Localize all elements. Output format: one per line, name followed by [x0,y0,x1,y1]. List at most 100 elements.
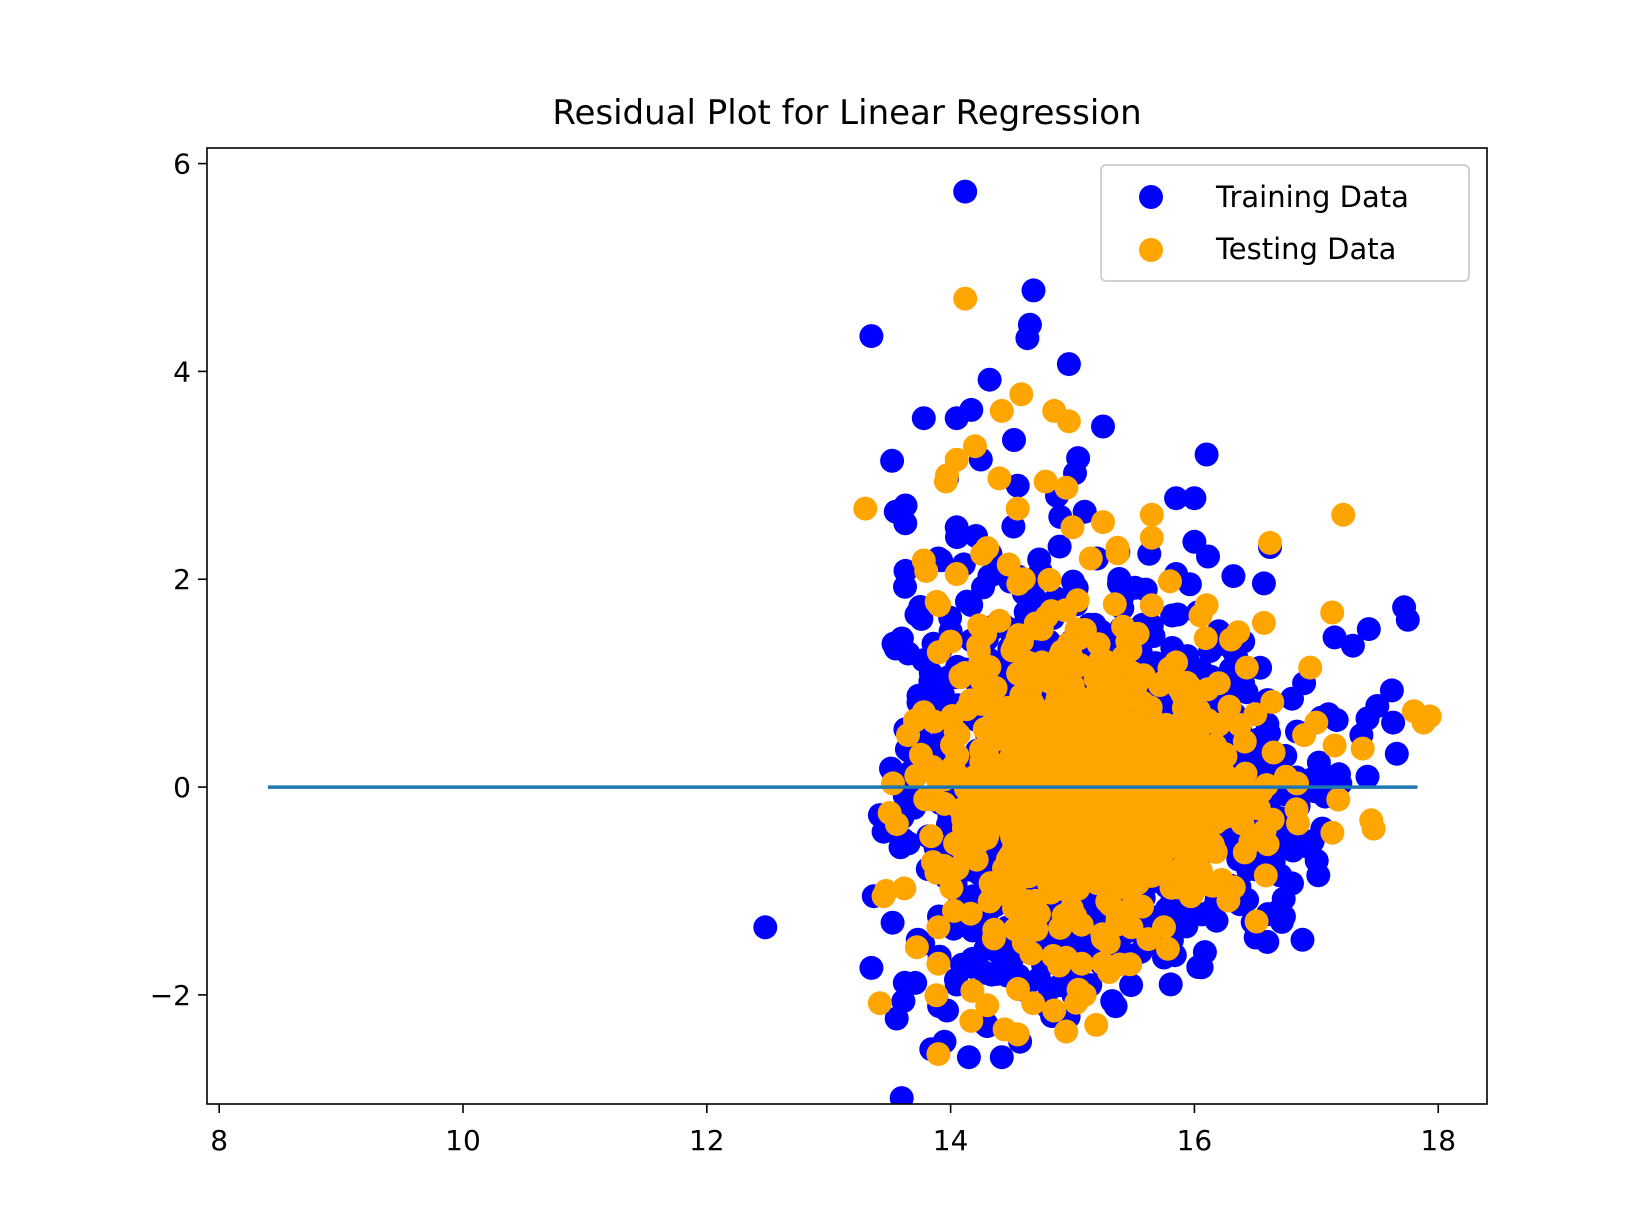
training-data-point [914,681,939,706]
testing-data-point [1350,736,1375,761]
cloud-point [1048,643,1073,668]
cloud-point [932,791,957,816]
testing-data-point [1322,733,1347,758]
cloud-point [1048,662,1073,687]
testing-data-point [981,879,1006,903]
cloud-point [1174,914,1199,939]
cloud-point [1304,848,1329,873]
cloud-point [1119,915,1144,940]
testing-data-point [1009,382,1034,407]
cloud-point [1021,991,1046,1016]
testing-data-point [1060,515,1085,540]
cloud-point [1255,929,1280,954]
legend-marker-testing [1139,238,1163,262]
testing-data-point [1234,655,1259,680]
cloud-point [969,737,994,762]
testing-data-point [867,991,892,1016]
y-tick-label: 2 [173,563,191,596]
testing-data-point [853,496,878,521]
cloud-point [1006,977,1030,1001]
cloud-point [1090,926,1115,951]
cloud-point [1084,1012,1109,1037]
training-data-point [893,493,918,518]
testing-data-point [1139,502,1164,527]
cloud-point [1200,832,1225,857]
testing-data-point [1097,960,1122,984]
testing-data-point [1326,787,1351,812]
x-tick-label: 18 [1420,1124,1456,1157]
cloud-point [1260,690,1285,714]
testing-data-point [1212,743,1237,768]
testing-data-point [1243,702,1268,727]
cloud-point [1192,940,1217,965]
cloud-point [884,1006,909,1031]
cloud-point [1117,743,1142,768]
cloud-point [1155,772,1180,797]
training-data-point [1021,278,1046,303]
cloud-point [939,875,964,900]
testing-data-point [1048,795,1073,820]
testing-data-point [1005,1022,1030,1047]
training-data-point [989,1045,1014,1070]
testing-data-point [1255,832,1280,857]
training-data-point [953,179,978,204]
testing-data-point [1258,530,1282,555]
testing-data-point [1011,567,1036,592]
training-data-point [1056,352,1081,377]
cloud-point [1155,936,1180,961]
training-data-point [1322,625,1347,650]
testing-data-point [1158,569,1182,594]
x-tick-label: 14 [933,1124,969,1157]
cloud-point [1002,896,1026,921]
cloud-point [1102,592,1127,617]
cloud-point [1261,740,1286,765]
cloud-point [1038,728,1063,752]
cloud-point [960,978,985,1003]
cloud-point [1244,909,1269,934]
training-data-point [859,324,884,349]
testing-data-point [1251,610,1276,635]
testing-data-point [914,558,939,583]
x-tick-label: 16 [1177,1124,1213,1157]
cloud-point [979,764,1004,789]
testing-data-point [1072,712,1097,737]
legend-box [1100,164,1470,282]
cloud-point [958,901,983,926]
testing-data-point [1206,671,1231,696]
testing-data-point [1170,681,1195,706]
cloud-point [1117,778,1142,803]
y-tick-label: 0 [173,771,191,804]
cloud-point [1009,683,1034,708]
testing-data-points [853,286,1442,1067]
testing-data-point [926,915,951,940]
training-data-point [977,367,1002,392]
cloud-point [913,787,938,812]
cloud-point [1038,824,1063,849]
training-data-point [1379,678,1404,703]
testing-data-point [1145,733,1170,758]
training-data-point [753,915,778,940]
cloud-point [981,926,1006,951]
cloud-point [1060,747,1084,772]
testing-data-point [1194,593,1219,618]
testing-data-point [975,536,1000,561]
testing-data-point [1164,650,1189,675]
cloud-point [881,771,905,796]
x-tick-label: 12 [689,1124,725,1157]
training-data-point [1381,710,1406,735]
cloud-point [1068,653,1093,677]
testing-data-point [1103,671,1128,696]
cloud-point [983,809,1008,834]
testing-data-point [935,463,959,488]
cloud-point [1090,811,1115,836]
training-data-point [1164,486,1189,511]
testing-data-point [959,1008,984,1033]
cloud-point [1061,569,1086,594]
cloud-point [1232,729,1257,754]
testing-data-point [1298,655,1323,680]
cloud-point [1132,837,1157,862]
cloud-point [892,970,917,995]
cloud-point [932,853,956,878]
cloud-point [1136,702,1161,727]
